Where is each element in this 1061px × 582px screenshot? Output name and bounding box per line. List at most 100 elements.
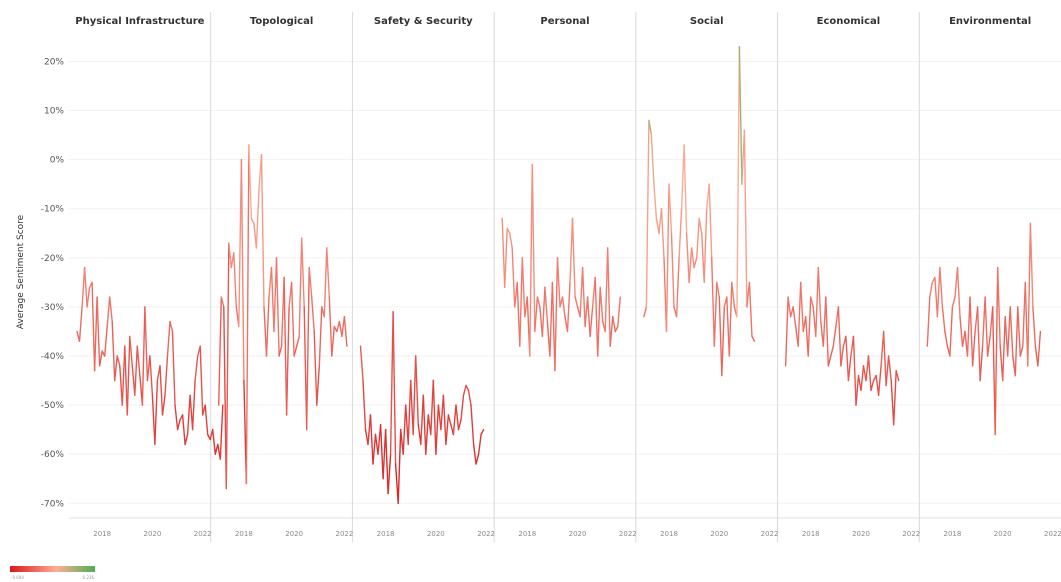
line-segment [472,443,477,465]
line-segment [837,306,842,367]
series-lines [76,46,1042,504]
line-segment [688,247,693,284]
legend-min-label: -0.694 [11,575,24,580]
legend-max-label: 0.236 [83,575,95,580]
line-segment [440,394,445,431]
line-segment [233,252,238,308]
line-segment [926,296,931,347]
line-segment [407,379,412,446]
line-segment [108,296,113,323]
y-tick-label: 10% [44,107,64,117]
line-segment [1009,306,1014,357]
line-segment [116,355,121,367]
x-tick-label: 2018 [944,530,962,538]
line-segment [509,232,513,249]
line-segment [617,296,621,328]
line-segment [78,306,83,342]
x-tick-label: 2020 [569,530,587,538]
line-segment [298,237,303,338]
line-segment [944,330,949,347]
line-segment [971,330,976,367]
line-segment [792,306,797,328]
line-segment [1014,306,1019,377]
line-segment [815,266,819,338]
line-segment [566,281,571,333]
line-segment [951,296,956,308]
line-segment [455,404,460,431]
line-segment [736,46,741,318]
line-segment [141,306,146,406]
gridlines [69,60,1061,519]
line-segment [1029,222,1034,308]
line-segment [372,433,377,465]
line-segment [240,158,245,382]
line-segment [425,414,429,455]
line-segment [435,404,440,455]
line-segment [1002,316,1006,382]
line-segment [211,428,217,455]
y-tick-label: 0% [50,156,65,166]
line-segment [668,183,673,235]
line-segment [840,345,845,367]
x-tick-label: 2020 [852,530,870,538]
line-segment [248,144,253,220]
line-segment [521,257,526,318]
line-segment [698,217,703,235]
line-segment [308,266,313,298]
line-segment [675,257,680,318]
line-segment [665,183,670,333]
line-segment [934,276,939,318]
line-segment [475,453,480,465]
line-segment [529,163,533,357]
line-segment [169,320,174,333]
line-segment [895,370,900,382]
line-segment [860,365,865,392]
y-tick-label: -60% [41,450,65,460]
line-segment [882,330,887,387]
line-segment [278,345,283,357]
line-segment [154,379,159,446]
line-segment [817,266,822,323]
line-segment [885,355,890,387]
line-segment [452,404,457,436]
line-segment [220,296,225,308]
line-segment [728,281,733,357]
line-segment [420,394,424,446]
line-segment [678,207,683,259]
line-segment [275,257,280,357]
line-segment [607,247,611,347]
line-segment [290,281,295,357]
line-segment [313,330,318,406]
line-segment [430,379,434,436]
line-segment [1027,222,1032,367]
line-segment [810,296,814,308]
line-segment [825,296,829,367]
line-segment [979,345,984,382]
line-segment [460,394,465,421]
line-segment [415,355,419,426]
line-segment [936,266,941,318]
panel-title: Physical Infrastructure [75,16,204,27]
line-segment [581,266,586,328]
line-segment [1037,330,1042,367]
line-segment [800,281,804,333]
line-segment [870,379,875,392]
line-segment [1017,306,1021,357]
line-segment [511,247,516,308]
line-segment [531,163,536,333]
line-segment [713,281,718,347]
x-tick-label: 2020 [427,530,445,538]
line-segment [556,257,561,308]
line-segment [685,232,690,284]
line-segment [343,316,348,347]
y-tick-label: -10% [41,205,65,215]
x-tick-label: 2022 [902,530,920,538]
line-segment [402,404,407,455]
line-segment [832,325,837,347]
line-segment [586,296,591,338]
panel-title: Topological [250,16,313,27]
x-tick-label: 2018 [518,530,536,538]
line-segment [124,345,129,416]
line-segment [997,266,1001,347]
